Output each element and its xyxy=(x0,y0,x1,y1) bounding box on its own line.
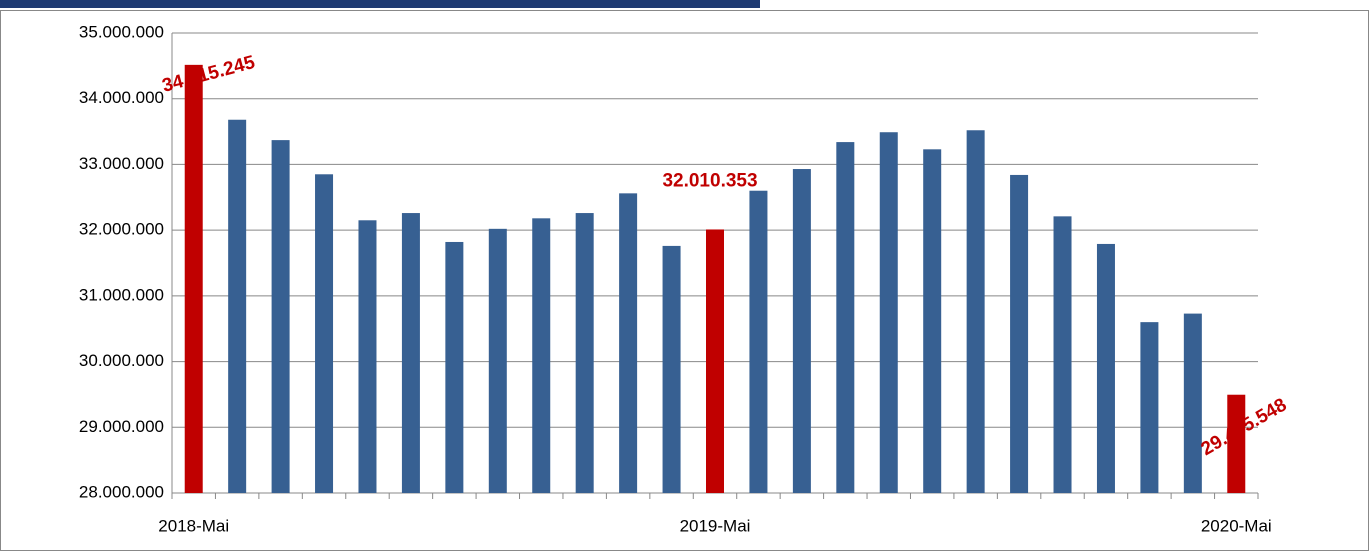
x-tick-label: 2019-Mai xyxy=(680,516,751,535)
bar xyxy=(879,132,898,493)
value-label: 34.515.245 xyxy=(160,52,258,97)
y-tick-label: 29.000.000 xyxy=(79,417,164,436)
bar xyxy=(1183,313,1202,493)
y-tick-label: 33.000.000 xyxy=(79,154,164,173)
chart-frame xyxy=(0,10,1369,551)
bar xyxy=(488,228,507,494)
bar xyxy=(532,218,551,494)
bar xyxy=(401,213,420,494)
bar xyxy=(1053,216,1072,494)
x-tick-label: 2020-Mai xyxy=(1201,516,1272,535)
bar xyxy=(184,64,203,493)
bar xyxy=(1140,322,1159,493)
header-bar xyxy=(0,0,760,8)
bar xyxy=(966,130,985,493)
bar xyxy=(749,190,768,493)
bar xyxy=(1010,174,1029,493)
y-tick-label: 30.000.000 xyxy=(79,351,164,370)
y-tick-label: 32.000.000 xyxy=(79,220,164,239)
bar xyxy=(228,119,247,493)
bar xyxy=(271,140,290,493)
bar xyxy=(358,220,377,494)
y-tick-label: 28.000.000 xyxy=(79,482,164,501)
value-label: 32.010.353 xyxy=(662,170,757,191)
x-tick-label: 2018-Mai xyxy=(158,516,229,535)
bar xyxy=(445,241,464,493)
bar xyxy=(836,142,855,494)
bar xyxy=(923,149,942,494)
bar xyxy=(662,245,681,493)
bar xyxy=(1096,243,1115,493)
y-tick-label: 31.000.000 xyxy=(79,285,164,304)
bar xyxy=(619,193,638,494)
y-tick-label: 34.000.000 xyxy=(79,88,164,107)
bar xyxy=(706,229,724,493)
y-tick-label: 35.000.000 xyxy=(79,22,164,41)
bar xyxy=(792,169,811,493)
bar xyxy=(315,174,334,494)
bar xyxy=(575,213,594,494)
bar xyxy=(1227,394,1246,493)
